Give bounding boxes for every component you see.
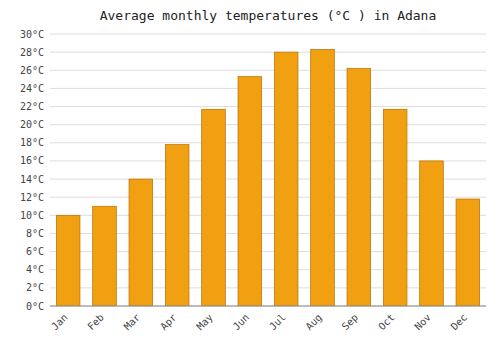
grid-line (50, 88, 486, 89)
x-tick-label: Nov (412, 312, 433, 333)
bar (238, 77, 262, 306)
y-tick-label: 22°C (20, 101, 44, 112)
x-tick-label: Sep (340, 312, 361, 333)
bar (129, 179, 153, 306)
chart: Average monthly temperatures (°C ) in Ad… (0, 0, 500, 350)
x-tick-label: Oct (376, 312, 397, 333)
x-tick-label: Jun (231, 312, 252, 333)
x-tick-label: Feb (85, 312, 106, 333)
chart-container: Average monthly temperatures (°C ) in Ad… (0, 0, 500, 350)
y-tick-label: 10°C (20, 210, 44, 221)
y-tick-label: 26°C (20, 65, 44, 76)
bar (56, 215, 80, 306)
grid-line (50, 70, 486, 71)
y-tick-label: 24°C (20, 83, 44, 94)
y-tick-label: 4°C (26, 264, 44, 275)
y-tick-label: 30°C (20, 29, 44, 40)
grid-line (50, 142, 486, 143)
grid-line (50, 106, 486, 107)
x-tick-label: Jan (49, 312, 70, 333)
y-tick-label: 20°C (20, 119, 44, 130)
bar (420, 161, 444, 306)
x-tick-label: Aug (303, 312, 324, 333)
bar (165, 145, 189, 306)
bar (93, 206, 117, 306)
bar (311, 49, 335, 306)
grid-line (50, 306, 486, 307)
bars (56, 49, 479, 306)
bar (274, 52, 298, 306)
bar (347, 68, 371, 306)
grid-line (50, 34, 486, 35)
y-tick-label: 18°C (20, 137, 44, 148)
x-tick-label: Jul (267, 312, 288, 333)
title: Average monthly temperatures (°C ) in Ad… (100, 8, 437, 23)
bar (202, 109, 226, 306)
bar (456, 199, 480, 306)
y-tick-label: 14°C (20, 174, 44, 185)
y-tick-label: 28°C (20, 47, 44, 58)
x-tick-label: May (194, 312, 215, 333)
grid (50, 34, 486, 306)
x-tick-label: Apr (158, 312, 179, 333)
x-tick-label: Mar (122, 312, 143, 333)
y-tick-label: 6°C (26, 246, 44, 257)
y-tick-label: 16°C (20, 155, 44, 166)
x-axis-line (50, 306, 486, 307)
y-tick-label: 8°C (26, 228, 44, 239)
grid-line (50, 124, 486, 125)
x-tick-label: Dec (449, 312, 470, 333)
y-tick-label: 2°C (26, 282, 44, 293)
bar (383, 109, 407, 306)
y-tick-label: 0°C (26, 301, 44, 312)
y-tick-label: 12°C (20, 192, 44, 203)
grid-line (50, 52, 486, 53)
